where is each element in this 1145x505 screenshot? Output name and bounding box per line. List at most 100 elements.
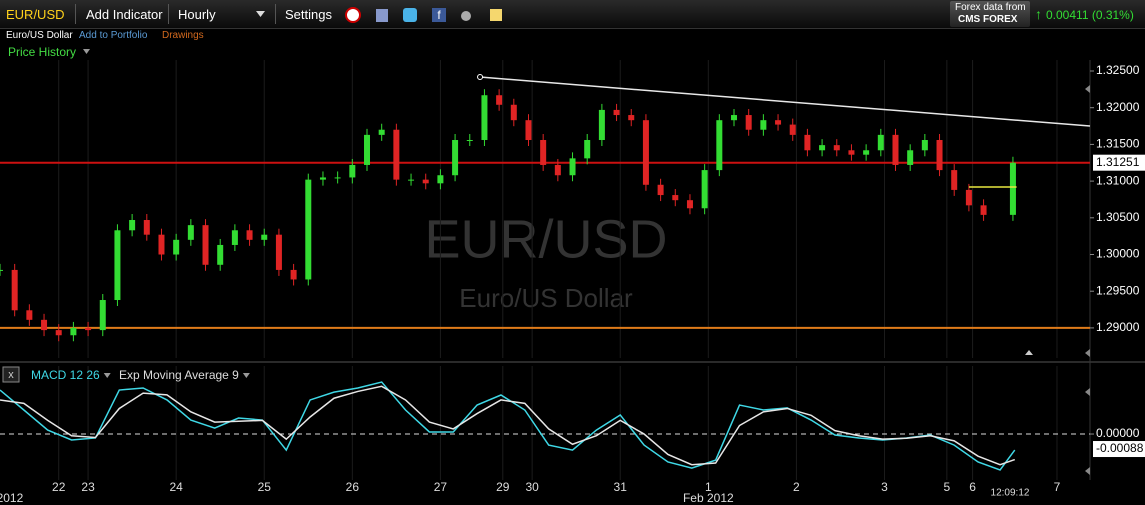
drawings[interactable]: Drawings bbox=[162, 30, 204, 41]
candle bbox=[378, 129, 385, 135]
y-tick-label: 1.31500 bbox=[1096, 137, 1140, 151]
x-tick-label: 2 bbox=[793, 480, 800, 494]
candle bbox=[217, 244, 224, 265]
x-tick-label: 5 bbox=[944, 480, 951, 494]
scroll-arrow[interactable] bbox=[1025, 350, 1033, 355]
candle bbox=[334, 177, 341, 179]
candle bbox=[55, 330, 62, 336]
candle bbox=[525, 120, 532, 141]
candle bbox=[716, 120, 723, 171]
candle bbox=[965, 189, 972, 206]
candle bbox=[275, 234, 282, 270]
candle bbox=[760, 120, 767, 130]
candle bbox=[863, 150, 870, 155]
candle bbox=[143, 220, 150, 235]
symbol[interactable]: EUR/USD bbox=[6, 7, 65, 22]
interval[interactable]: Hourly bbox=[178, 7, 216, 22]
separator bbox=[168, 4, 169, 24]
candle bbox=[408, 179, 415, 181]
change: 0.00411 (0.31%) bbox=[1046, 8, 1134, 22]
settings[interactable]: Settings bbox=[285, 7, 332, 22]
x-tick-label: 29 bbox=[496, 480, 510, 494]
separator bbox=[275, 4, 276, 24]
svg-text:f: f bbox=[437, 8, 441, 22]
x-tick-label: 26 bbox=[346, 480, 360, 494]
close-icon: x bbox=[8, 369, 14, 381]
watermark-subtitle: Euro/US Dollar bbox=[459, 283, 633, 313]
candle bbox=[1009, 162, 1016, 215]
last-value-label: -0.00088 bbox=[1096, 441, 1144, 455]
candle bbox=[642, 120, 649, 185]
indicator-line bbox=[0, 381, 1016, 471]
candle bbox=[584, 140, 591, 159]
dropdown-arrow[interactable] bbox=[83, 49, 91, 55]
candle bbox=[466, 140, 473, 142]
trendline-handle bbox=[477, 74, 484, 81]
candle bbox=[936, 140, 943, 171]
candle bbox=[613, 109, 620, 116]
y-tick-label: 1.32000 bbox=[1096, 100, 1140, 114]
x-tick-label: 6 bbox=[969, 480, 976, 494]
x-tick-label: 27 bbox=[434, 480, 448, 494]
y-tick-label: 1.29000 bbox=[1096, 320, 1140, 334]
candle bbox=[70, 327, 77, 336]
x-tick-label: 7 bbox=[1054, 480, 1061, 494]
candle bbox=[393, 129, 400, 180]
last-value-label: 1.31251 bbox=[1096, 155, 1140, 169]
candle bbox=[290, 269, 297, 280]
candle bbox=[246, 230, 253, 240]
add-indicator[interactable]: Add Indicator bbox=[86, 7, 163, 22]
y-tick-label: 0.00000 bbox=[1096, 426, 1140, 440]
candle bbox=[892, 134, 899, 165]
candle bbox=[789, 124, 796, 135]
toolbar-icons[interactable]: f bbox=[340, 5, 510, 25]
candle bbox=[907, 150, 914, 165]
data-source: Forex data from bbox=[955, 2, 1026, 13]
candle bbox=[364, 134, 371, 165]
trendline bbox=[479, 76, 1091, 127]
separator bbox=[75, 4, 76, 24]
provider: CMS FOREX bbox=[958, 14, 1018, 25]
x-tick-label: 1 bbox=[705, 480, 712, 494]
candle bbox=[745, 115, 752, 130]
y-tick-label: 1.30000 bbox=[1096, 247, 1140, 261]
x-tick-label: 31 bbox=[614, 480, 628, 494]
candle bbox=[305, 179, 312, 280]
candle bbox=[0, 269, 3, 271]
watermark: EUR/USD bbox=[424, 209, 667, 269]
candle bbox=[173, 239, 180, 255]
axis-arrows bbox=[1085, 85, 1090, 475]
candle bbox=[628, 115, 635, 121]
candle bbox=[848, 150, 855, 155]
candle bbox=[701, 170, 708, 209]
y-tick-label: 1.30500 bbox=[1096, 210, 1140, 224]
candle bbox=[231, 230, 238, 245]
candle bbox=[11, 269, 18, 311]
candle bbox=[510, 104, 517, 121]
legend-entry[interactable]: Exp Moving Average 9 bbox=[119, 368, 239, 382]
candle bbox=[158, 234, 165, 255]
candle bbox=[319, 177, 326, 180]
add-to-portfolio[interactable]: Add to Portfolio bbox=[79, 30, 148, 41]
candle bbox=[819, 145, 826, 151]
x-tick-label: 23 bbox=[81, 480, 95, 494]
close-button[interactable] bbox=[2, 366, 20, 383]
candle bbox=[437, 175, 444, 184]
candle bbox=[496, 95, 503, 105]
last-value-box bbox=[1093, 154, 1145, 171]
candle bbox=[598, 109, 605, 141]
provider-box[interactable]: Forex data from CMS FOREX bbox=[950, 1, 1030, 27]
candle bbox=[452, 140, 459, 176]
candle bbox=[951, 170, 958, 190]
y-tick-label: 1.32500 bbox=[1096, 63, 1140, 77]
dropdown-arrow[interactable] bbox=[256, 11, 266, 18]
candle bbox=[187, 225, 194, 240]
candle bbox=[672, 195, 679, 201]
last-value-box bbox=[1093, 441, 1145, 458]
x-tick-label: 25 bbox=[258, 480, 272, 494]
candle bbox=[41, 319, 48, 331]
price-history[interactable]: Price History bbox=[8, 45, 77, 59]
candle bbox=[686, 200, 693, 209]
legend-entry[interactable]: MACD 12 26 bbox=[31, 368, 100, 382]
